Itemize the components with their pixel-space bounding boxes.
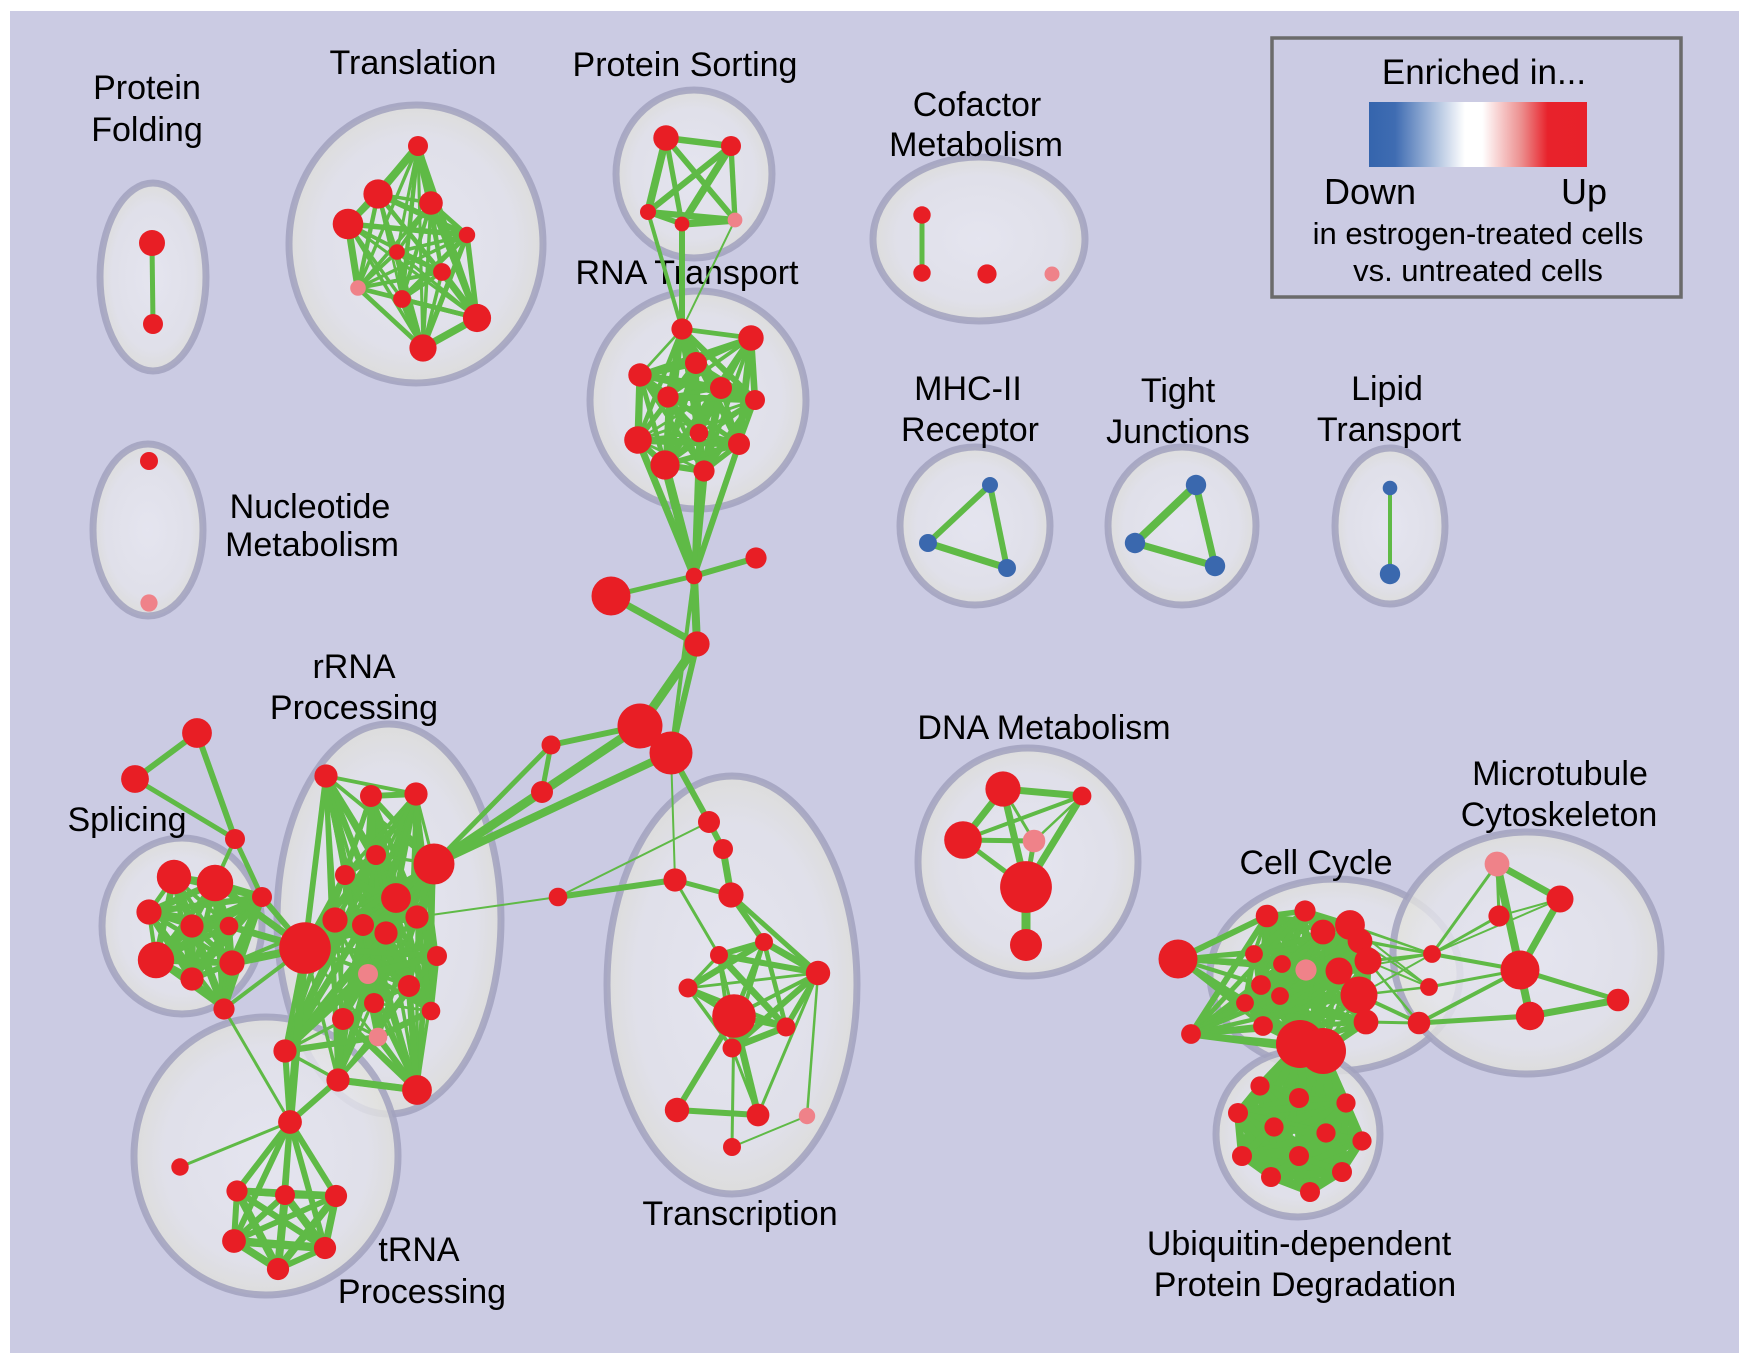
svg-text:Folding: Folding (91, 111, 203, 149)
svg-text:Cofactor: Cofactor (913, 86, 1042, 124)
svg-text:Cell Cycle: Cell Cycle (1239, 844, 1392, 882)
svg-text:Up: Up (1561, 171, 1607, 212)
svg-text:Translation: Translation (330, 44, 497, 82)
svg-text:Junctions: Junctions (1106, 413, 1250, 451)
svg-text:vs. untreated cells: vs. untreated cells (1353, 253, 1603, 288)
svg-text:Ubiquitin-dependent: Ubiquitin-dependent (1147, 1225, 1452, 1263)
svg-text:tRNA: tRNA (378, 1231, 460, 1269)
svg-text:Microtubule: Microtubule (1472, 755, 1648, 793)
svg-text:Down: Down (1324, 171, 1416, 212)
svg-text:Protein Sorting: Protein Sorting (573, 46, 798, 84)
svg-text:Lipid: Lipid (1351, 370, 1423, 408)
svg-text:Metabolism: Metabolism (225, 526, 399, 564)
svg-text:Cytoskeleton: Cytoskeleton (1461, 796, 1658, 834)
svg-text:Protein: Protein (93, 69, 201, 107)
svg-text:in estrogen-treated cells: in estrogen-treated cells (1313, 216, 1644, 251)
svg-text:Processing: Processing (338, 1273, 506, 1311)
svg-text:MHC-II: MHC-II (914, 370, 1022, 408)
svg-text:Receptor: Receptor (901, 411, 1039, 449)
svg-text:Nucleotide: Nucleotide (230, 488, 391, 526)
svg-text:Splicing: Splicing (67, 801, 186, 839)
svg-text:Metabolism: Metabolism (889, 126, 1063, 164)
svg-text:Protein Degradation: Protein Degradation (1154, 1266, 1456, 1304)
svg-text:RNA Transport: RNA Transport (576, 254, 800, 292)
svg-text:Transport: Transport (1317, 411, 1462, 449)
svg-text:Transcription: Transcription (642, 1195, 837, 1233)
svg-text:rRNA: rRNA (312, 648, 395, 686)
svg-text:DNA Metabolism: DNA Metabolism (917, 709, 1170, 747)
svg-text:Tight: Tight (1141, 372, 1216, 410)
svg-text:Processing: Processing (270, 689, 438, 727)
svg-text:Enriched in...: Enriched in... (1382, 53, 1586, 92)
